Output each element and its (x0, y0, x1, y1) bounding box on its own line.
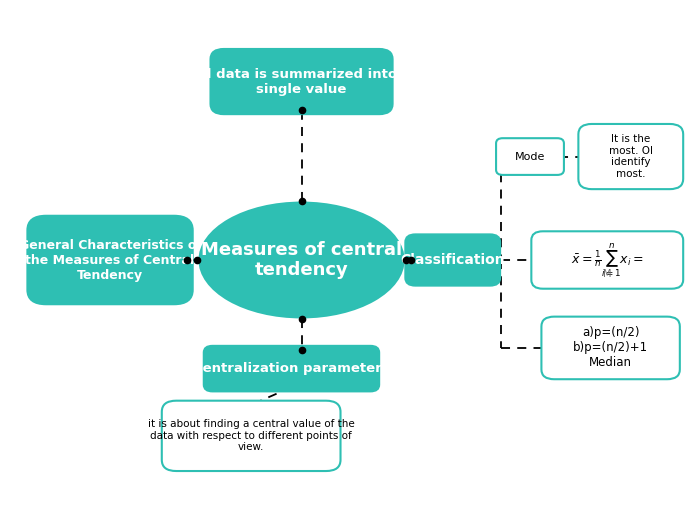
Text: Classification: Classification (400, 253, 505, 267)
Ellipse shape (198, 201, 406, 319)
FancyBboxPatch shape (541, 317, 680, 379)
Text: Centralization parameters: Centralization parameters (193, 362, 390, 375)
Text: $\bar{x} = \frac{1}{n}\sum_{i=1}^{n} x_i =$: $\bar{x} = \frac{1}{n}\sum_{i=1}^{n} x_i… (571, 241, 644, 279)
Text: it is about finding a central value of the
data with respect to different points: it is about finding a central value of t… (148, 419, 354, 452)
FancyBboxPatch shape (531, 231, 683, 289)
Text: M: M (603, 269, 612, 279)
FancyBboxPatch shape (204, 346, 379, 392)
Text: a)p=(n/2)
b)p=(n/2)+1
Median: a)p=(n/2) b)p=(n/2)+1 Median (573, 327, 648, 369)
FancyBboxPatch shape (578, 124, 683, 189)
Text: Measures of central
tendency: Measures of central tendency (201, 241, 402, 279)
Text: General Characteristics of
the Measures of Central
Tendency: General Characteristics of the Measures … (19, 239, 201, 281)
FancyBboxPatch shape (496, 138, 564, 175)
Text: It is the
most. Ol
identify
most.: It is the most. Ol identify most. (609, 134, 653, 179)
Text: All data is summarized into a
single value: All data is summarized into a single val… (192, 68, 411, 96)
FancyBboxPatch shape (161, 401, 340, 471)
FancyBboxPatch shape (27, 216, 193, 304)
Text: Mode: Mode (515, 151, 545, 162)
FancyBboxPatch shape (405, 235, 500, 285)
FancyBboxPatch shape (210, 49, 393, 114)
